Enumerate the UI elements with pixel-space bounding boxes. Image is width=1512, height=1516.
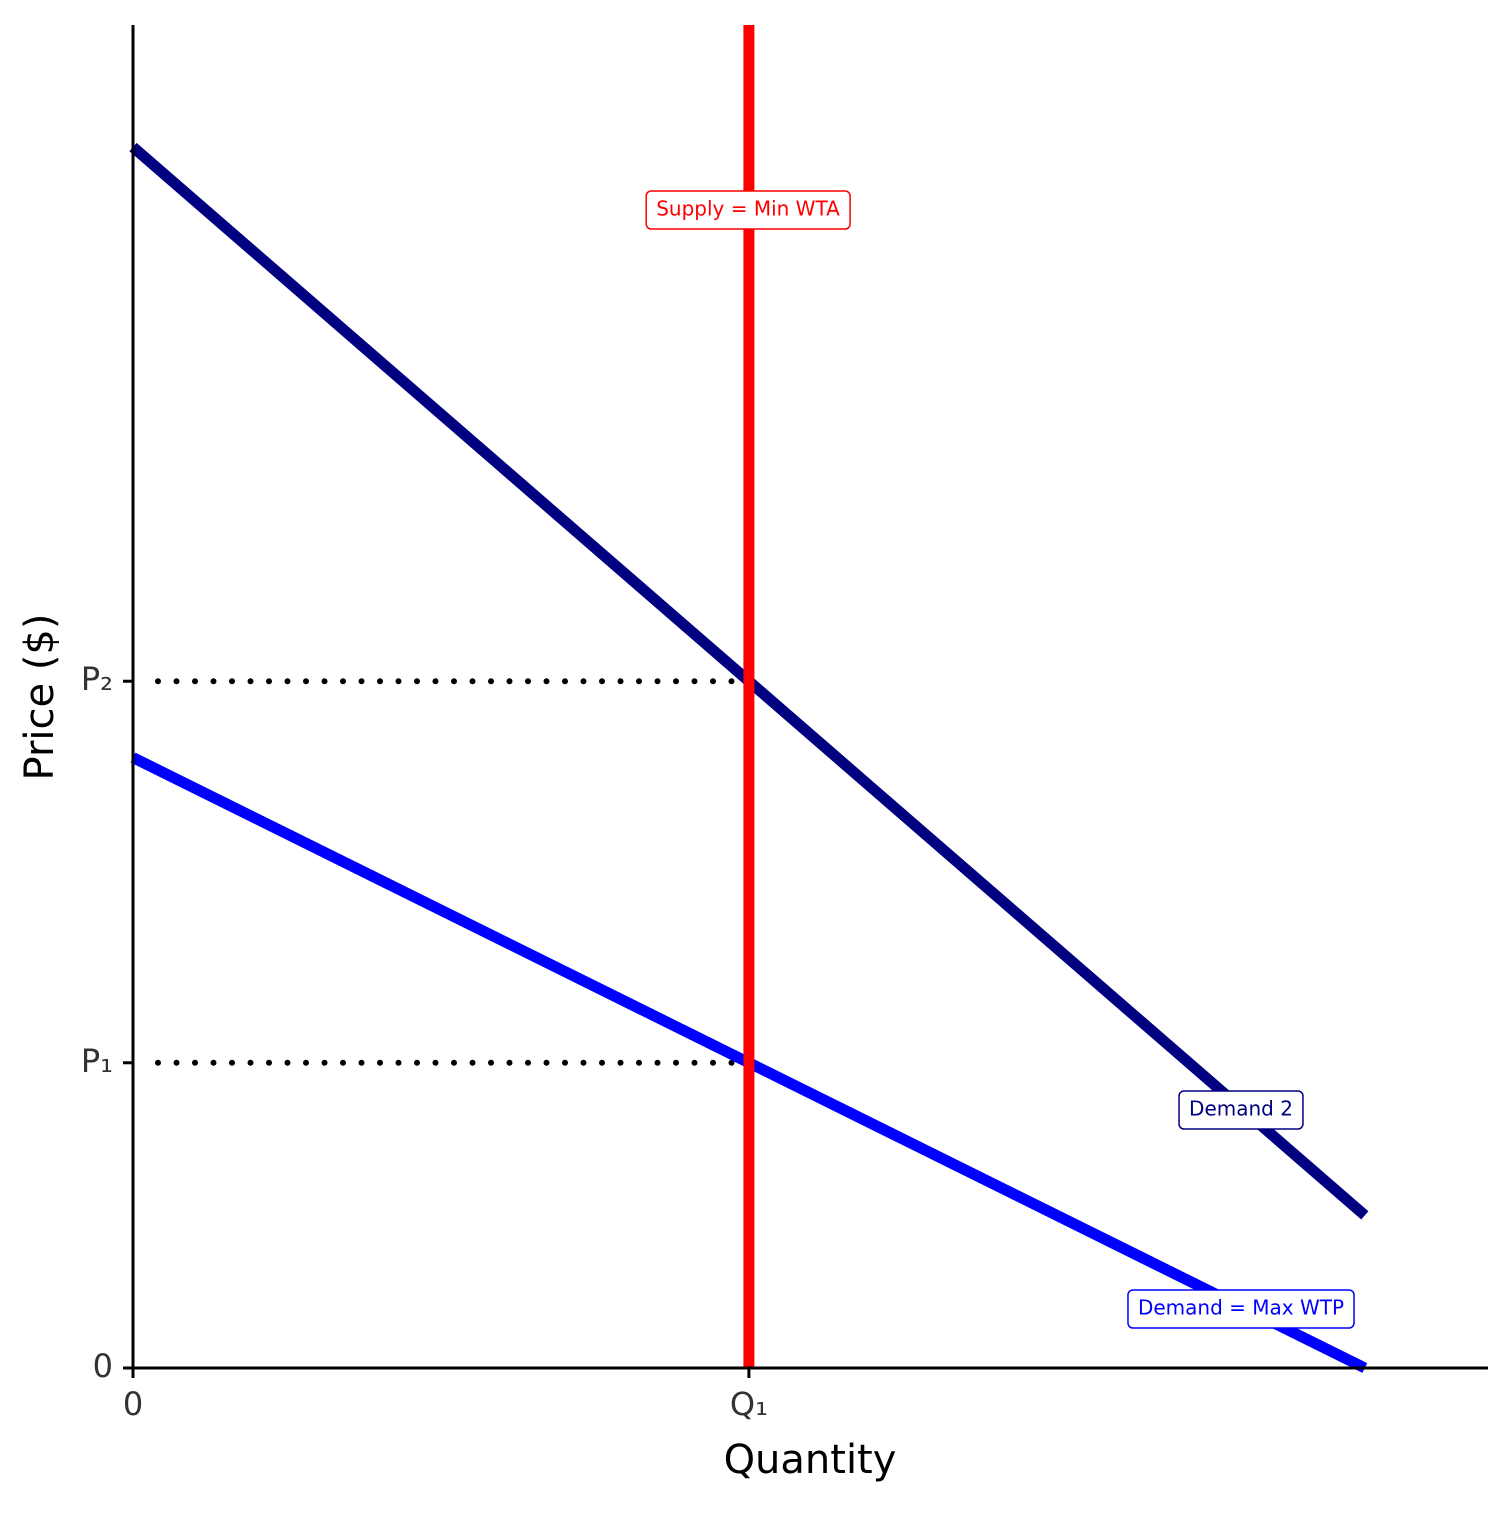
- x-tick-label: 0: [123, 1385, 143, 1423]
- y-axis-label: Price ($): [17, 614, 63, 781]
- x-tick-label: Q₁: [730, 1385, 768, 1423]
- series-label: Demand = Max WTP: [1138, 1296, 1344, 1320]
- series-label-box: [1127, 1289, 1355, 1329]
- y-tick-label: P₂: [81, 660, 113, 698]
- y-tick-label: 0: [93, 1347, 113, 1385]
- y-tick-label: P₁: [81, 1042, 113, 1080]
- series-label-box: [1178, 1090, 1304, 1130]
- series-label: Demand 2: [1189, 1097, 1293, 1121]
- x-axis-label: Quantity: [724, 1437, 897, 1483]
- series-label: Supply = Min WTA: [656, 197, 840, 221]
- series-label-box: [645, 190, 851, 230]
